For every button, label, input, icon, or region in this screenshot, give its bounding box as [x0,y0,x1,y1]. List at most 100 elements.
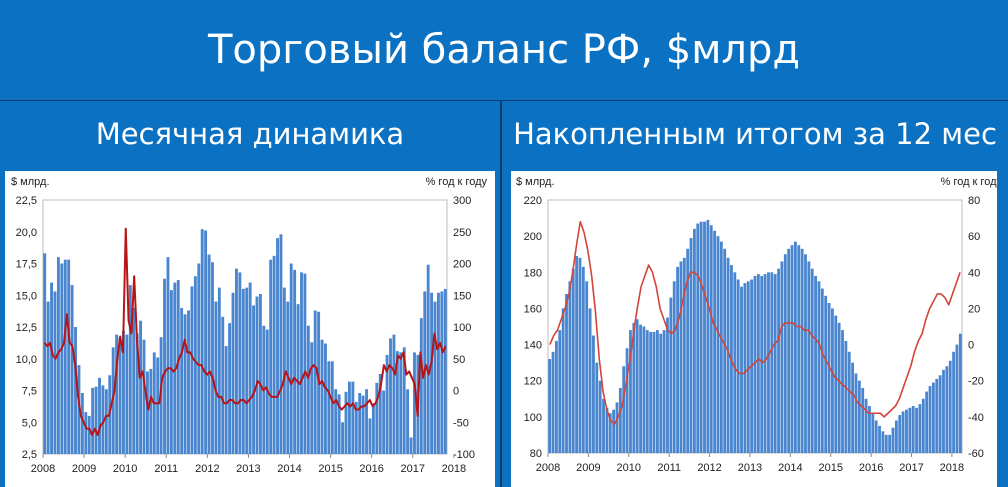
bar [756,274,760,453]
y-tick-label: 22,5 [16,195,37,207]
bar [361,395,365,454]
bar [635,319,639,453]
bar [193,276,197,454]
y2-tick-label: -50 [453,417,469,429]
y-tick-label: 140 [524,340,542,352]
bar [238,272,242,454]
bar [888,434,892,453]
bar [592,335,595,453]
bar [615,402,619,453]
bar [313,310,317,454]
x-tick-label: 2010 [617,462,641,474]
y-tick-label: 10,0 [16,354,37,366]
x-tick-label: 2015 [318,463,342,475]
bar [820,288,824,453]
bar [166,257,170,454]
bar [211,262,214,454]
bar [810,268,814,453]
bar [371,403,375,454]
bar [649,331,653,453]
bar [135,333,139,454]
y-tick-label: 220 [524,195,542,207]
bar [300,272,303,454]
bar [98,377,101,454]
bar [231,292,235,454]
bar [629,330,632,453]
bar [183,314,187,454]
bar [790,245,794,453]
x-tick-label: 2015 [818,462,842,474]
bar [395,351,399,454]
bar [571,268,575,453]
yoy-line [549,220,961,425]
bar [905,409,908,453]
bar [659,333,663,453]
bar [437,292,440,454]
y-tick-label: 12,5 [16,322,37,334]
bar [228,323,232,454]
bar [558,330,562,453]
page-title: Торговый баланс РФ, $млрд [208,27,800,73]
panel-heading-cumulative-label: Накопленным итогом за 12 мес [513,117,997,151]
x-tick-label: 2016 [859,462,883,474]
y-tick-label: 15,0 [16,290,37,302]
y2-tick-label: 60 [968,231,980,243]
bar [255,296,259,454]
bar [703,221,706,453]
bar [726,257,730,453]
yoy-line [43,227,447,436]
bar [595,362,599,453]
bar [53,291,57,454]
bar [770,272,774,453]
bar [433,301,437,454]
y2-tick-label: 300 [453,195,471,207]
bar [382,390,386,454]
bar [760,275,764,453]
x-tick-label: 2018 [442,463,466,475]
x-tick-label: 2013 [236,463,260,475]
bar [871,413,875,453]
bar [320,339,324,454]
y2-tick-label: 250 [453,227,471,239]
bar [351,381,355,454]
bar [419,318,423,454]
y2-tick-label: -40 [968,412,984,424]
bar [221,316,225,454]
bar [378,373,382,454]
y2-tick-label: -100 [453,449,475,461]
bar [118,337,122,454]
left-axis-unit: $ млрд. [516,176,555,188]
bar [368,418,372,454]
bar [662,330,666,453]
bar [337,394,341,454]
bar [743,283,747,453]
bar [310,342,314,454]
x-tick-label: 2012 [697,462,721,474]
bar [389,338,392,454]
bar [204,230,208,454]
y-tick-label: 80 [530,448,542,460]
bar [568,281,572,453]
bar [676,266,679,453]
bar [70,285,74,454]
y2-tick-label: 20 [968,303,980,315]
bar [344,391,348,454]
bar [330,361,334,454]
x-tick-label: 2011 [657,462,681,474]
bar [149,368,153,454]
x-tick-label: 2011 [154,463,178,475]
bar [327,361,331,454]
bar [354,401,358,454]
bar [551,351,555,453]
right-axis-unit: % год к году [426,176,488,188]
bar [931,382,935,453]
bar [399,352,403,454]
bar [844,340,848,453]
bar [358,393,362,454]
divider-horizontal [0,100,1008,101]
y2-tick-label: 150 [453,290,471,302]
y-tick-label: 7,5 [22,386,37,398]
bar [831,308,834,453]
bar [679,261,683,453]
bar [293,269,297,454]
